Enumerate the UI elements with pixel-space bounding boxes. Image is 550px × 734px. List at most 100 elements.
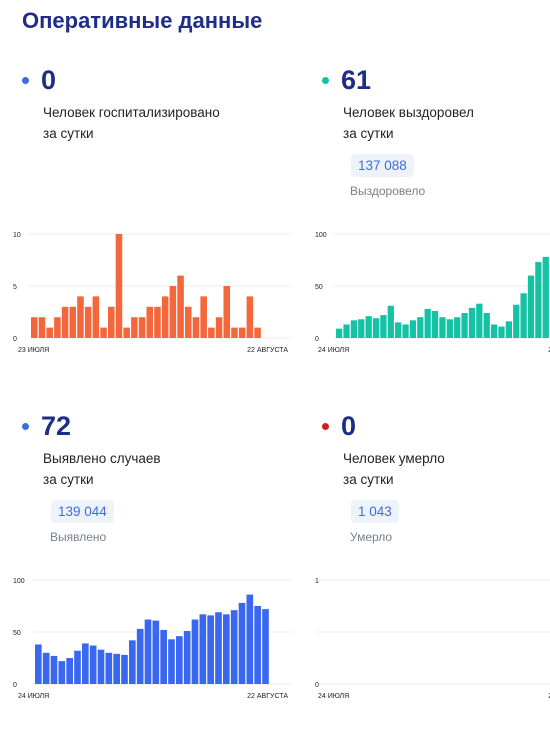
chart-bar[interactable] (343, 324, 350, 338)
chart-bar[interactable] (200, 296, 207, 338)
chart-bar[interactable] (476, 303, 483, 338)
chart-bar[interactable] (446, 319, 453, 338)
daily-value: 0 (41, 64, 57, 95)
chart-bar[interactable] (505, 321, 512, 338)
chart-bar[interactable] (207, 615, 214, 684)
chart-bar[interactable] (513, 304, 520, 338)
chart-bar[interactable] (138, 317, 146, 338)
chart-bar[interactable] (380, 315, 387, 338)
chart-bar[interactable] (230, 610, 238, 684)
chart-bar[interactable] (84, 306, 92, 338)
chart-bar[interactable] (176, 636, 183, 684)
chart-bar[interactable] (185, 306, 192, 338)
chart-bar[interactable] (160, 629, 167, 684)
chart-bar[interactable] (108, 306, 115, 338)
chart-bar[interactable] (89, 645, 97, 684)
chart-bar[interactable] (115, 234, 123, 338)
chart-bar[interactable] (246, 594, 254, 684)
chart-bar[interactable] (409, 320, 417, 338)
chart-bar[interactable] (46, 327, 53, 338)
chart-bar[interactable] (136, 628, 144, 684)
chart-bar[interactable] (77, 296, 84, 338)
description-line-2: за сутки (343, 126, 394, 141)
chart-hospitalized: 10 5 023 ИЮЛЯ 22 АВГУСТА (13, 232, 290, 354)
chart-bar[interactable] (254, 606, 261, 684)
chart-bar[interactable] (231, 327, 238, 338)
chart-bar[interactable] (395, 322, 402, 338)
chart-detected: 100 50 024 ИЮЛЯ 22 АВГУСТА (13, 578, 290, 700)
chart-bar[interactable] (54, 317, 61, 338)
chart-bar[interactable] (168, 639, 175, 684)
chart-bar[interactable] (358, 319, 365, 338)
chart-bar[interactable] (61, 306, 69, 338)
chart-bar[interactable] (113, 653, 120, 684)
chart-bar[interactable] (31, 317, 38, 338)
chart-bar[interactable] (454, 317, 461, 338)
chart-bar[interactable] (82, 643, 89, 684)
chart-bar[interactable] (100, 327, 107, 338)
chart-bar[interactable] (192, 317, 200, 338)
chart-bar[interactable] (35, 644, 42, 684)
chart-bar[interactable] (527, 275, 535, 338)
chart-bar[interactable] (387, 305, 394, 338)
chart-bar[interactable] (246, 296, 254, 338)
chart-bar[interactable] (223, 286, 231, 338)
chart-bar[interactable] (402, 324, 409, 338)
chart-bar[interactable] (238, 327, 246, 338)
chart-bar[interactable] (38, 317, 46, 338)
chart-bar[interactable] (535, 262, 542, 338)
chart-bar[interactable] (144, 619, 152, 684)
chart-bar[interactable] (468, 307, 476, 338)
chart-bar[interactable] (483, 313, 490, 338)
chart-bar[interactable] (372, 318, 380, 338)
chart-bar[interactable] (461, 313, 468, 338)
chart-bar[interactable] (424, 308, 431, 338)
chart-bar[interactable] (417, 317, 424, 338)
description-line-1: Человек умерло (343, 451, 445, 466)
chart-bar[interactable] (215, 317, 223, 338)
chart-bar[interactable] (169, 286, 177, 338)
chart-bar[interactable] (50, 655, 58, 684)
chart-bar[interactable] (215, 612, 222, 684)
chart-bar[interactable] (223, 614, 230, 684)
chart-bar[interactable] (121, 654, 128, 684)
card-header: 0 (22, 62, 56, 98)
chart-bar[interactable] (208, 327, 215, 338)
chart-bar[interactable] (154, 306, 161, 338)
chart-bar[interactable] (520, 293, 527, 338)
chart-bar[interactable] (131, 317, 138, 338)
chart-bar[interactable] (123, 327, 130, 338)
chart-bar[interactable] (177, 275, 184, 338)
chart-bar[interactable] (336, 328, 343, 338)
chart-bar[interactable] (58, 661, 66, 684)
chart-bar[interactable] (92, 296, 100, 338)
chart-bar[interactable] (439, 317, 446, 338)
chart-bar[interactable] (262, 609, 269, 684)
chart-bar[interactable] (183, 630, 191, 684)
chart-bar[interactable] (129, 640, 136, 684)
chart-bar[interactable] (105, 652, 113, 684)
chart-bar[interactable] (191, 619, 199, 684)
chart-bar[interactable] (365, 316, 372, 338)
chart-bar[interactable] (431, 310, 439, 338)
chart-bar[interactable] (238, 602, 246, 684)
chart-bar[interactable] (152, 620, 160, 684)
chart-bar[interactable] (542, 256, 549, 338)
total-label: Умерло (350, 530, 393, 544)
chart-bar[interactable] (199, 614, 207, 684)
chart-bar[interactable] (254, 327, 261, 338)
chart-bar[interactable] (350, 320, 358, 338)
x-start-label: 24 ИЮЛЯ (18, 693, 49, 700)
x-end-label: 22 (548, 693, 550, 700)
chart-bar[interactable] (97, 649, 105, 684)
chart-recovered: 100 50 0 24 ИЮЛЯ 22 (315, 232, 550, 354)
chart-bar[interactable] (74, 650, 81, 684)
chart-bar[interactable] (66, 658, 73, 684)
chart-bar[interactable] (146, 306, 154, 338)
chart-bar[interactable] (69, 306, 77, 338)
chart-bar[interactable] (161, 296, 169, 338)
total-label: Выздоровело (350, 184, 426, 198)
chart-bar[interactable] (490, 324, 498, 338)
chart-bar[interactable] (42, 652, 50, 684)
chart-bar[interactable] (498, 326, 505, 338)
